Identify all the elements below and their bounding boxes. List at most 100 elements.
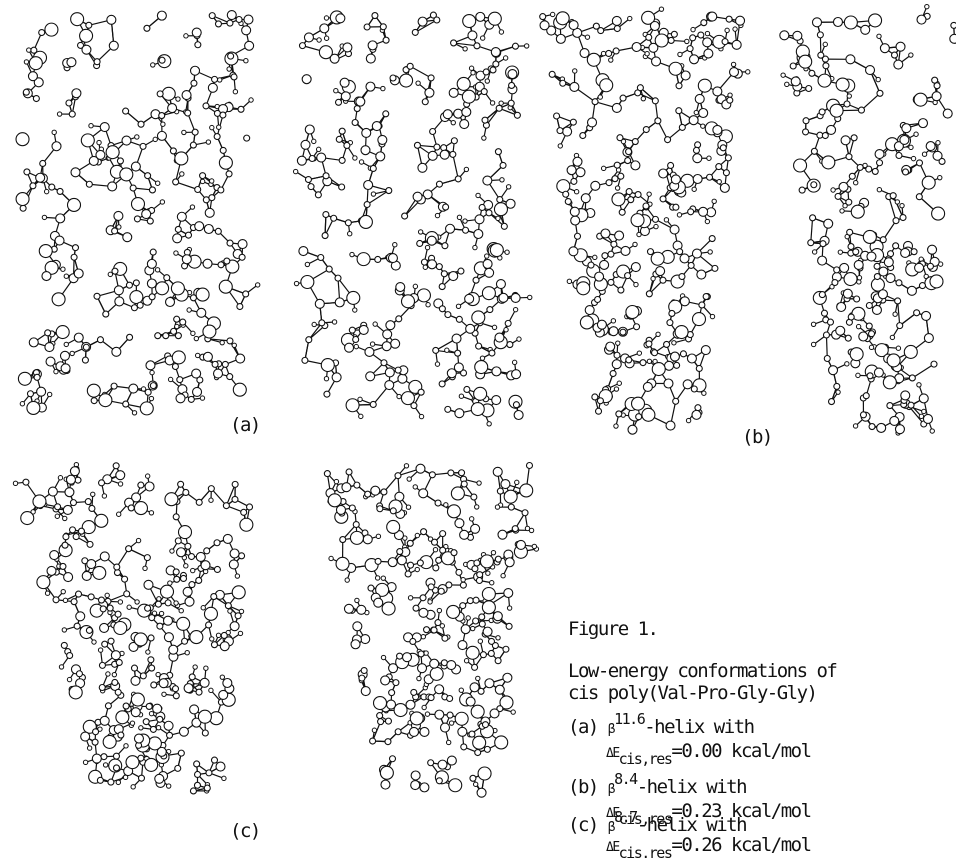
atom: [818, 256, 827, 265]
atom: [570, 82, 579, 91]
atom: [412, 29, 418, 35]
atom: [650, 22, 659, 31]
atom: [156, 282, 169, 295]
atom: [909, 375, 915, 381]
atom: [690, 55, 699, 64]
atom: [48, 487, 57, 496]
atom: [794, 159, 807, 172]
atom: [840, 209, 844, 213]
atom: [87, 560, 96, 569]
atom: [652, 216, 658, 222]
atom: [106, 146, 119, 159]
atom: [655, 118, 661, 124]
atom: [159, 679, 168, 688]
atom: [195, 42, 201, 48]
atom: [194, 761, 200, 767]
atom: [97, 140, 101, 144]
atom: [108, 638, 114, 644]
atom: [189, 554, 195, 560]
atom: [880, 237, 886, 243]
atom: [492, 367, 501, 376]
atom: [695, 405, 701, 411]
atom: [468, 31, 477, 40]
atom: [220, 112, 226, 118]
atom: [236, 354, 245, 363]
atom: [567, 166, 576, 175]
atom: [463, 15, 476, 28]
atom: [123, 401, 129, 407]
atom: [418, 163, 427, 172]
atom: [88, 594, 94, 600]
atom: [808, 240, 814, 246]
atom: [204, 785, 210, 791]
atom: [951, 22, 956, 28]
atom: [89, 156, 98, 165]
atom: [517, 337, 521, 341]
atom: [708, 12, 717, 21]
atom: [339, 184, 345, 190]
atom: [182, 255, 191, 264]
atom: [197, 308, 206, 317]
atom: [874, 274, 880, 280]
atom: [505, 320, 511, 326]
atom: [162, 87, 175, 100]
atom: [883, 376, 896, 389]
atom: [606, 50, 612, 56]
bonds: [16, 465, 250, 791]
atom: [81, 134, 94, 147]
atom: [636, 414, 642, 420]
atom: [634, 282, 638, 286]
molecule: [293, 11, 531, 426]
atom: [155, 774, 164, 783]
atom: [670, 225, 679, 234]
atom: [587, 53, 600, 66]
atom: [436, 264, 442, 270]
atom: [31, 47, 37, 53]
atom: [866, 66, 875, 75]
atom: [417, 240, 423, 246]
atom: [588, 118, 597, 127]
atom: [746, 70, 750, 74]
atom: [585, 35, 589, 39]
atom: [334, 88, 338, 92]
atom: [844, 273, 857, 286]
atom: [46, 357, 55, 366]
atom: [332, 320, 336, 324]
atom: [61, 589, 65, 593]
atom: [70, 527, 76, 533]
atom: [24, 169, 30, 175]
atom: [490, 67, 496, 73]
atom: [209, 498, 213, 502]
bond: [453, 154, 458, 179]
atom: [126, 546, 132, 552]
atom: [874, 368, 883, 377]
atom: [709, 236, 715, 242]
atom: [87, 384, 100, 397]
atom: [637, 85, 643, 91]
atom: [705, 31, 709, 35]
atom: [131, 665, 137, 671]
atom: [89, 123, 93, 127]
atom: [190, 631, 203, 644]
atom: [849, 173, 855, 179]
atom: [217, 125, 221, 129]
atom: [857, 276, 861, 280]
atom: [917, 160, 923, 166]
atom: [358, 397, 362, 401]
atom: [513, 307, 517, 311]
atom: [93, 566, 106, 579]
atom: [632, 42, 641, 51]
atom: [649, 43, 658, 52]
atom: [664, 341, 670, 347]
atom: [812, 250, 816, 254]
atom: [228, 53, 234, 59]
atom: [185, 232, 191, 238]
atom: [364, 24, 370, 30]
atom: [580, 316, 593, 329]
atom: [628, 425, 637, 434]
atom: [608, 251, 614, 257]
atom: [647, 249, 653, 255]
atom: [869, 14, 882, 27]
atom: [848, 314, 854, 320]
atom: [472, 311, 485, 324]
